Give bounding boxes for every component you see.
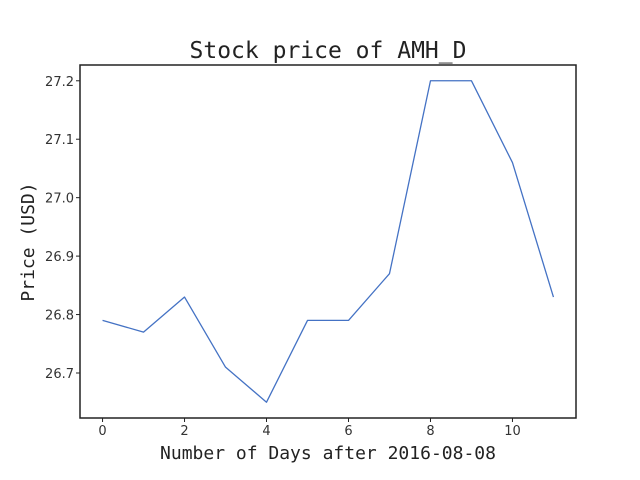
x-tick-label: 4 [262, 424, 270, 439]
y-tick-label: 27.0 [45, 192, 74, 207]
y-axis-label: Price (USD) [18, 182, 39, 301]
x-axis: 0 2 4 6 8 10 [98, 418, 521, 439]
x-tick-label: 6 [344, 424, 352, 439]
y-tick-label: 27.2 [45, 75, 74, 90]
series-line [102, 80, 555, 403]
x-axis-label: Number of Days after 2016-08-08 [160, 443, 496, 464]
x-tick-label: 8 [426, 424, 434, 439]
y-tick-label: 26.7 [45, 367, 74, 382]
y-tick-label: 27.1 [45, 133, 74, 148]
x-tick-label: 2 [180, 424, 188, 439]
plot-frame [79, 64, 577, 419]
series-layer [102, 80, 555, 403]
chart-title: Stock price of AMH_D [190, 38, 467, 64]
y-axis: 26.7 26.8 26.9 27.0 27.1 27.2 [45, 75, 80, 382]
y-tick-label: 26.9 [45, 250, 74, 265]
x-tick-label: 0 [98, 424, 106, 439]
x-tick-label: 10 [504, 424, 521, 439]
y-tick-label: 26.8 [45, 309, 74, 324]
